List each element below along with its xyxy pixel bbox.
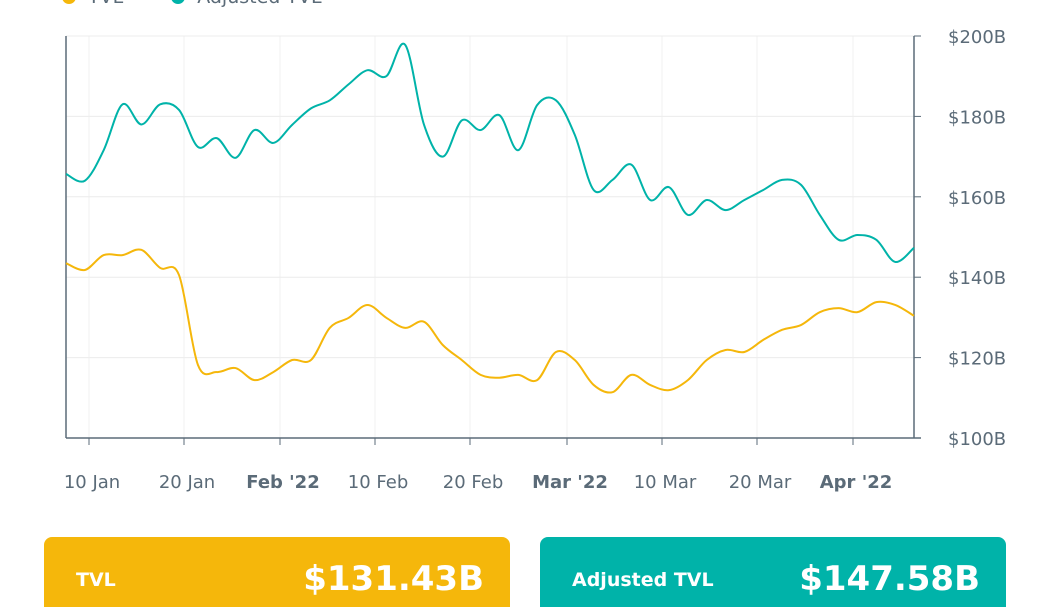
- adjusted-tvl-card-label: Adjusted TVL: [572, 569, 714, 591]
- x-tick-label: 10 Feb: [348, 472, 409, 493]
- tvl-dot-icon: [62, 0, 76, 4]
- x-tick-label: 20 Jan: [159, 472, 215, 493]
- legend: TVL Adjusted TVL: [62, 0, 322, 8]
- legend-label: Adjusted TVL: [197, 0, 321, 8]
- series-line-adjusted-tvl: [65, 42, 915, 263]
- y-tick-label: $140B: [948, 268, 1006, 289]
- y-tick-label: $180B: [948, 107, 1006, 128]
- x-tick-label: Feb '22: [246, 472, 320, 493]
- adjusted-tvl-dot-icon: [171, 0, 186, 4]
- tvl-card: TVL $131.43B: [44, 537, 510, 607]
- legend-item-tvl[interactable]: TVL: [62, 0, 123, 8]
- adjusted-tvl-card: Adjusted TVL $147.58B: [540, 537, 1006, 607]
- legend-label: TVL: [88, 0, 123, 8]
- x-tick-label: 10 Jan: [64, 472, 120, 493]
- tvl-card-value: $131.43B: [303, 559, 484, 599]
- y-tick-label: $200B: [948, 27, 1006, 48]
- y-tick-label: $160B: [948, 188, 1006, 209]
- x-tick-label: 20 Mar: [729, 472, 792, 493]
- x-tick-label: Apr '22: [820, 472, 893, 493]
- series-line-tvl: [65, 248, 915, 394]
- y-tick-label: $100B: [948, 429, 1006, 450]
- legend-item-adjusted-tvl[interactable]: Adjusted TVL: [171, 0, 322, 8]
- y-tick-label: $120B: [948, 349, 1006, 370]
- x-tick-label: 20 Feb: [443, 472, 504, 493]
- tvl-card-label: TVL: [76, 569, 116, 591]
- tvl-line-chart: $100B $120B $140B $160B $180B $200B 10 Jan 20 J…: [64, 27, 1006, 493]
- x-tick-label: 10 Mar: [634, 472, 697, 493]
- x-tick-label: Mar '22: [532, 472, 608, 493]
- adjusted-tvl-card-value: $147.58B: [799, 559, 980, 599]
